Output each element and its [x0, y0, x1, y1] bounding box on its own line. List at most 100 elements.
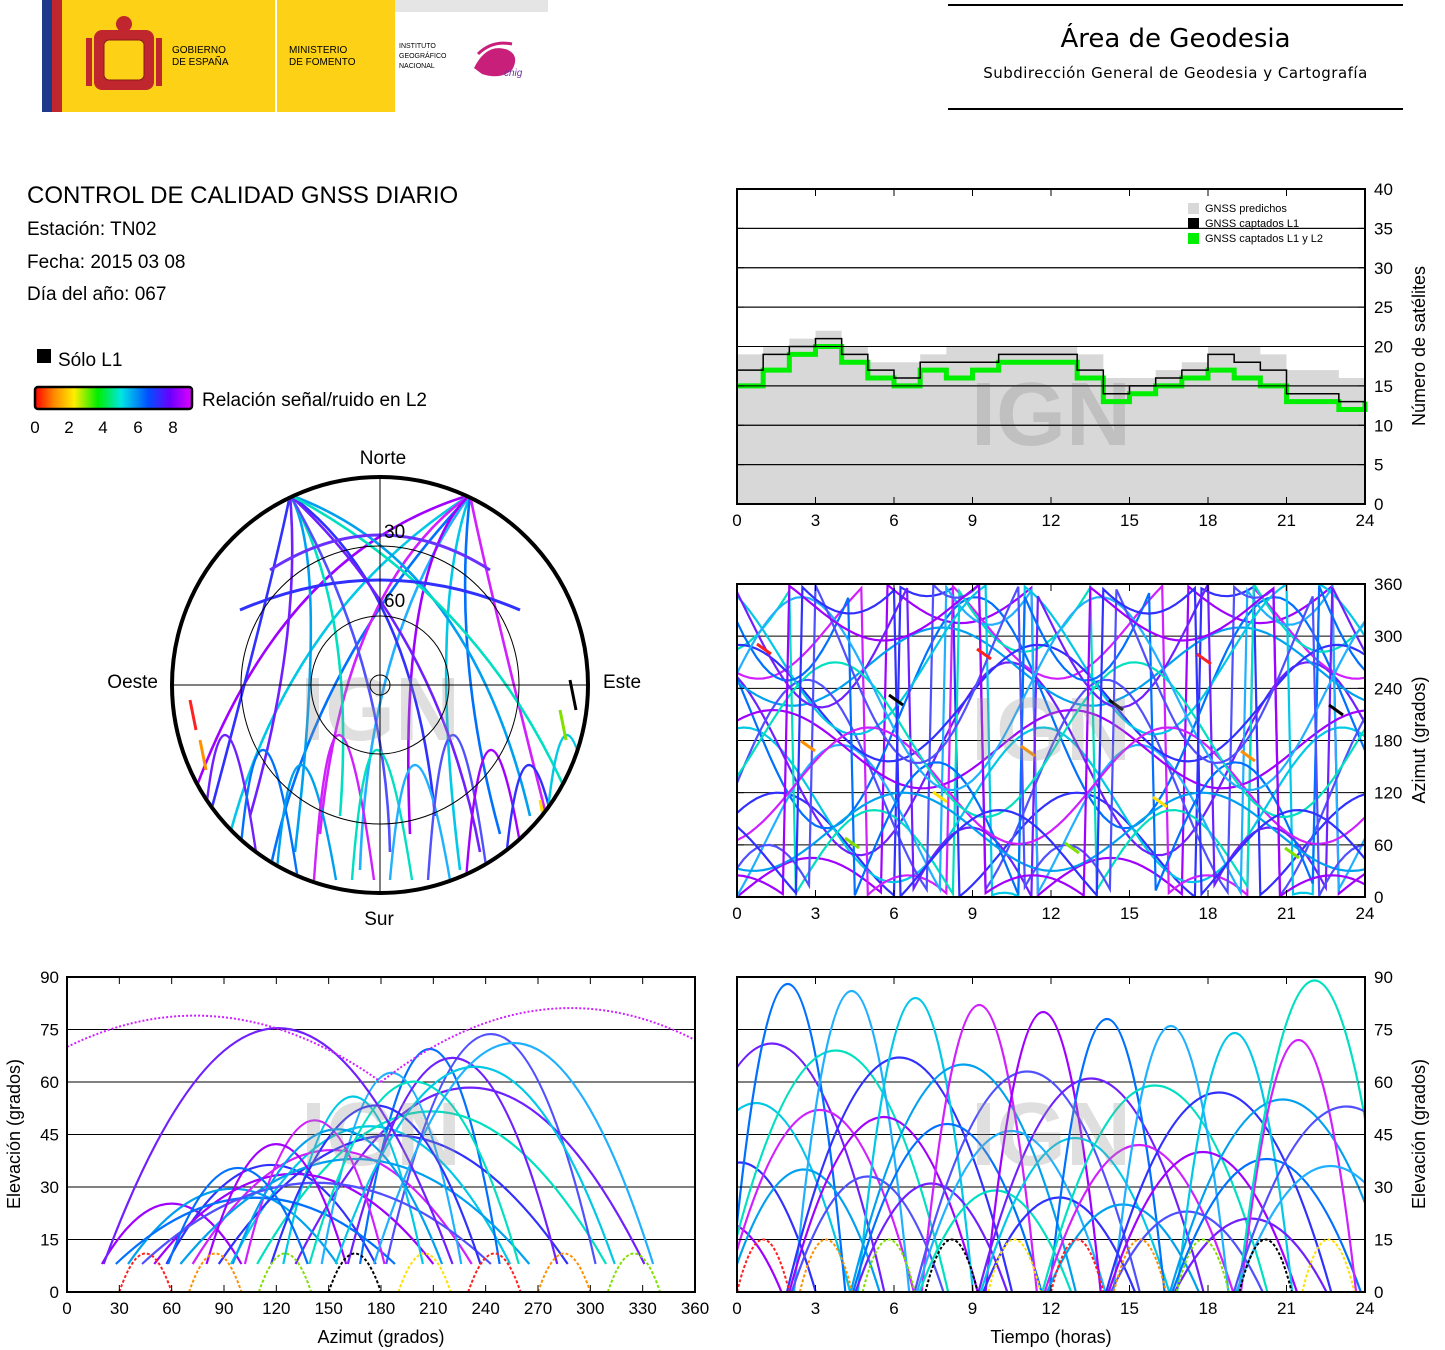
azimuth-track	[888, 693, 904, 707]
y-tick-label: 300	[1374, 627, 1402, 646]
x-tick-label: 6	[889, 511, 898, 530]
satellite-track	[188, 699, 198, 731]
azimuth-track	[1196, 652, 1212, 666]
snr-colorbar	[33, 385, 194, 411]
azimuth-track	[737, 791, 1365, 873]
east-label: Este	[603, 672, 641, 693]
elevation-track	[270, 1104, 482, 1265]
elevation-track	[785, 1056, 1014, 1292]
y-tick-label: 5	[1374, 456, 1383, 475]
x-tick-label: 9	[968, 1299, 977, 1318]
azimuth-track	[756, 642, 772, 656]
azimuth-track	[1020, 744, 1036, 758]
satellite-track	[318, 493, 471, 835]
elevation-track	[1105, 1091, 1333, 1292]
elevation-track	[606, 1252, 662, 1292]
elevation-track	[205, 1143, 348, 1265]
min-line1: MINISTERIO	[289, 45, 348, 56]
y-tick-label: 90	[40, 968, 59, 987]
elevation-track	[737, 1049, 950, 1292]
north-label: Norte	[360, 448, 406, 469]
y-tick-label: 30	[1374, 1178, 1393, 1197]
elevation-track	[257, 1252, 313, 1292]
x-tick-label: 180	[367, 1299, 395, 1318]
x-tick-label: 3	[811, 904, 820, 923]
doy-label: Día del año: 067	[27, 284, 167, 305]
x-tick-label: 240	[471, 1299, 499, 1318]
elevation-track	[115, 1196, 396, 1265]
elevation-track	[1239, 1039, 1358, 1292]
elevation-track	[118, 1252, 173, 1292]
elevation-track	[982, 1196, 1137, 1292]
ring-label-60: 60	[384, 591, 405, 612]
x-tick-label: 21	[1277, 904, 1296, 923]
elevation-track	[167, 1166, 309, 1265]
legend-label-l1l2: GNSS captados L1 y L2	[1205, 233, 1323, 245]
y-tick-label: 75	[40, 1021, 59, 1040]
y-tick-label: 0	[1374, 888, 1383, 907]
satellite-track	[228, 493, 471, 835]
satellite-track	[198, 494, 292, 853]
ring-label-30: 30	[384, 522, 405, 543]
azimuth-track	[1152, 795, 1168, 809]
ign-line3: NACIONAL	[399, 63, 435, 70]
elevation-track	[913, 1070, 1141, 1292]
y-axis-label: Número de satélites	[1409, 266, 1429, 426]
elevation-track	[792, 989, 911, 1292]
snr-legend: Sólo L1 Relación señal/ruido en L2 0 2 4…	[30, 349, 427, 437]
elevation-track	[987, 1238, 1042, 1292]
y-tick-label: 240	[1374, 679, 1402, 698]
x-tick-label: 210	[419, 1299, 447, 1318]
elevation-track	[737, 1161, 817, 1292]
elevation-track	[790, 1175, 945, 1292]
azimuth-track	[737, 584, 1365, 897]
satellite-track	[464, 748, 528, 881]
watermark: IGN	[971, 1085, 1131, 1185]
x-tick-label: 18	[1199, 904, 1218, 923]
azimuth-track	[1240, 749, 1256, 763]
watermark: IGN	[971, 680, 1131, 780]
x-tick-label: 90	[215, 1299, 234, 1318]
elevation-track	[977, 1077, 1205, 1292]
gob-line2: DE ESPAÑA	[172, 55, 229, 68]
snr-tick: 4	[98, 418, 107, 437]
gob-line1: GOBIERNO	[172, 45, 226, 56]
elevation-track	[100, 1202, 243, 1265]
elevation-track	[467, 1252, 522, 1292]
snr-tick: 6	[133, 418, 142, 437]
legend-label-predicted: GNSS predichos	[1205, 203, 1287, 215]
elevation-track	[1050, 1238, 1105, 1292]
x-tick-label: 0	[732, 904, 741, 923]
y-tick-label: 25	[1374, 298, 1393, 317]
cnig-logo-icon	[474, 41, 516, 77]
y-tick-label: 0	[50, 1283, 59, 1302]
y-tick-label: 20	[1374, 338, 1393, 357]
elevation-track	[1237, 979, 1365, 1292]
cnig-text: cnig	[504, 68, 523, 79]
y-tick-label: 45	[1374, 1126, 1393, 1145]
elevation-track	[1175, 1238, 1230, 1292]
x-tick-label: 12	[1042, 1299, 1061, 1318]
elevation-track	[918, 1189, 1073, 1292]
elevation-track	[294, 1086, 646, 1265]
x-tick-label: 300	[576, 1299, 604, 1318]
elevation-track	[1176, 1031, 1294, 1292]
y-tick-label: 60	[40, 1073, 59, 1092]
y-tick-label: 60	[1374, 1073, 1393, 1092]
azimuth-track	[737, 584, 1365, 897]
elevation-track	[188, 1252, 243, 1292]
y-tick-label: 90	[1374, 968, 1393, 987]
elevation-track	[1238, 1238, 1293, 1292]
snr-tick: 2	[64, 418, 73, 437]
elevation-track	[737, 1238, 791, 1292]
azimuth-track	[737, 626, 1365, 707]
x-tick-label: 270	[524, 1299, 552, 1318]
x-tick-label: 24	[1356, 904, 1375, 923]
x-tick-label: 15	[1120, 904, 1139, 923]
azimuth-track	[737, 643, 1365, 763]
x-tick-label: 120	[262, 1299, 290, 1318]
satellite-track	[288, 494, 313, 853]
ign-line2: GEOGRÁFICO	[399, 51, 447, 60]
legend-label-l1: GNSS captados L1	[1205, 218, 1299, 230]
azimuth-track	[844, 836, 860, 850]
